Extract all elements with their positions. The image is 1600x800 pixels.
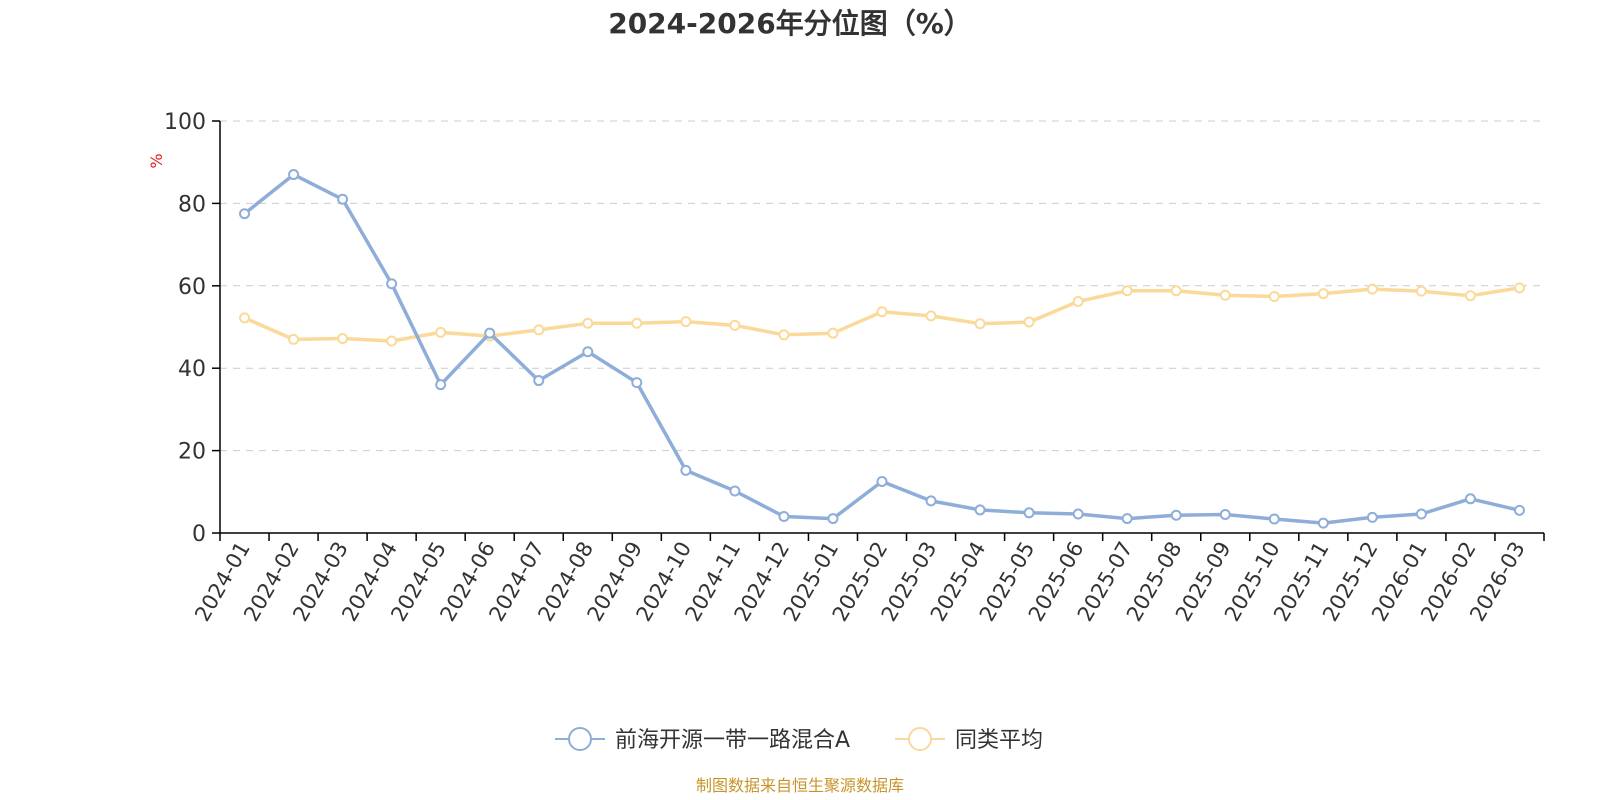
data-point[interactable] [925, 310, 937, 322]
data-point[interactable] [435, 379, 447, 391]
y-axis-label: % [147, 153, 166, 168]
data-point[interactable] [1121, 513, 1133, 525]
data-point[interactable] [974, 504, 986, 516]
data-point[interactable] [435, 326, 447, 338]
data-point[interactable] [386, 335, 398, 347]
data-point[interactable] [1415, 285, 1427, 297]
data-point[interactable] [1219, 289, 1231, 301]
data-point[interactable] [1317, 517, 1329, 529]
series-lines [239, 169, 1525, 529]
data-point[interactable] [1415, 508, 1427, 520]
data-source-note: 制图数据来自恒生聚源数据库 [696, 776, 904, 795]
y-tick-label: 60 [178, 275, 206, 300]
y-tick-label: 100 [164, 110, 206, 135]
data-point[interactable] [582, 346, 594, 358]
y-tick-label: 80 [178, 192, 206, 217]
data-point[interactable] [1366, 511, 1378, 523]
y-tick-label: 20 [178, 440, 206, 465]
data-point[interactable] [1268, 291, 1280, 303]
grid-lines [220, 120, 1544, 452]
series-line [243, 172, 1520, 525]
data-point[interactable] [827, 513, 839, 525]
data-point[interactable] [1121, 285, 1133, 297]
data-point[interactable] [778, 329, 790, 341]
data-point[interactable] [1170, 509, 1182, 521]
data-point[interactable] [1366, 283, 1378, 295]
legend-marker-icon [908, 727, 932, 751]
legend-label[interactable]: 前海开源一带一路混合A [615, 728, 850, 753]
data-point[interactable] [729, 485, 741, 497]
data-point[interactable] [1317, 288, 1329, 300]
data-point[interactable] [1513, 282, 1525, 294]
data-point[interactable] [778, 511, 790, 523]
data-point[interactable] [680, 464, 692, 476]
data-point[interactable] [533, 324, 545, 336]
data-point[interactable] [925, 495, 937, 507]
axes: 0204060801002024-012024-022024-032024-04… [164, 110, 1545, 625]
data-point[interactable] [484, 327, 496, 339]
y-tick-label: 0 [192, 522, 206, 547]
data-point[interactable] [729, 319, 741, 331]
data-point[interactable] [1170, 285, 1182, 297]
legend: 前海开源一带一路混合A 同类平均 [555, 727, 1043, 753]
legend-marker-icon [568, 727, 592, 751]
chart-title: 2024-2026年分位图（%） [608, 7, 972, 40]
data-point[interactable] [631, 317, 643, 329]
data-point[interactable] [631, 377, 643, 389]
y-tick-label: 40 [178, 357, 206, 382]
data-point[interactable] [337, 193, 349, 205]
data-point[interactable] [239, 208, 251, 220]
data-point[interactable] [1072, 508, 1084, 520]
data-point[interactable] [533, 375, 545, 387]
data-point[interactable] [876, 476, 888, 487]
data-point[interactable] [582, 317, 594, 329]
data-point[interactable] [1268, 513, 1280, 525]
data-point[interactable] [337, 333, 349, 345]
data-point[interactable] [827, 327, 839, 339]
data-point[interactable] [680, 316, 692, 328]
data-point[interactable] [1464, 493, 1476, 505]
data-point[interactable] [1513, 504, 1525, 516]
data-point[interactable] [876, 306, 888, 318]
data-point[interactable] [1023, 507, 1035, 519]
data-point[interactable] [1023, 316, 1035, 328]
data-point[interactable] [386, 278, 398, 290]
data-point[interactable] [288, 169, 300, 181]
data-point[interactable] [1219, 508, 1231, 520]
data-point[interactable] [1072, 295, 1084, 307]
data-point[interactable] [288, 333, 300, 345]
legend-label[interactable]: 同类平均 [955, 728, 1043, 753]
data-point[interactable] [239, 312, 251, 324]
data-point[interactable] [1464, 290, 1476, 302]
data-point[interactable] [974, 318, 986, 330]
